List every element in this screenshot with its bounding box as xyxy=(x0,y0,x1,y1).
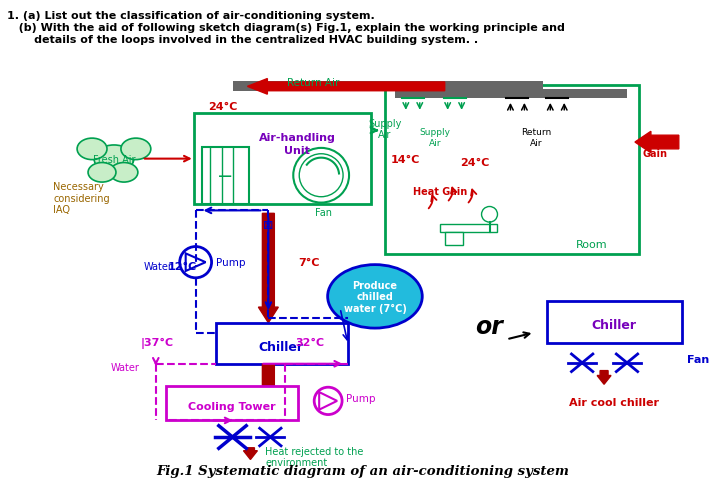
Text: Fig.1 Systematic diagram of an air-conditioning system: Fig.1 Systematic diagram of an air-condi… xyxy=(156,465,569,478)
Text: Chiller: Chiller xyxy=(259,340,304,353)
Text: 24°C: 24°C xyxy=(460,157,489,168)
Text: −: − xyxy=(217,167,233,185)
Polygon shape xyxy=(319,392,337,410)
Text: ⊠: ⊠ xyxy=(263,219,273,232)
Bar xyxy=(395,90,627,99)
Text: (b) With the aid of following sketch diagram(s) Fig.1, explain the working princ: (b) With the aid of following sketch dia… xyxy=(7,23,565,33)
Text: Pump: Pump xyxy=(346,393,376,403)
Text: Fresh Air: Fresh Air xyxy=(93,154,135,164)
Text: Fan: Fan xyxy=(687,354,709,364)
Text: 32°C: 32°C xyxy=(295,338,324,348)
Text: 7°C: 7°C xyxy=(298,258,320,268)
Text: Water: Water xyxy=(144,262,173,272)
FancyArrow shape xyxy=(597,371,611,384)
Circle shape xyxy=(300,155,343,197)
Bar xyxy=(440,225,497,232)
Text: Necessary
considering
IAQ: Necessary considering IAQ xyxy=(53,182,110,215)
Ellipse shape xyxy=(328,265,422,328)
Text: Cooling Tower: Cooling Tower xyxy=(188,401,276,411)
FancyArrow shape xyxy=(258,364,278,420)
FancyArrow shape xyxy=(244,448,257,459)
Ellipse shape xyxy=(77,139,107,160)
FancyArrow shape xyxy=(258,214,278,323)
Bar xyxy=(216,323,348,364)
Text: 12°C: 12°C xyxy=(168,262,197,272)
Circle shape xyxy=(180,247,212,278)
Text: Water: Water xyxy=(111,362,140,372)
Bar xyxy=(193,113,371,204)
Text: 14°C: 14°C xyxy=(391,155,420,165)
Circle shape xyxy=(314,387,342,415)
Bar xyxy=(166,386,298,420)
Circle shape xyxy=(481,207,497,223)
Ellipse shape xyxy=(88,163,116,183)
Bar xyxy=(385,86,639,255)
Text: details of the loops involved in the centralized HVAC building system. .: details of the loops involved in the cen… xyxy=(7,35,478,45)
Text: Unit: Unit xyxy=(284,145,310,156)
Bar xyxy=(547,301,682,344)
Bar xyxy=(445,232,462,245)
Text: Supply
Air: Supply Air xyxy=(369,119,401,140)
Text: Room: Room xyxy=(577,239,608,249)
Text: Chiller: Chiller xyxy=(592,319,637,332)
Text: Heat rejected to the
environment: Heat rejected to the environment xyxy=(265,446,364,468)
Polygon shape xyxy=(185,254,206,271)
FancyArrow shape xyxy=(247,79,445,95)
Text: 24°C: 24°C xyxy=(209,102,238,112)
Ellipse shape xyxy=(94,145,134,173)
Bar xyxy=(233,82,543,92)
Text: Heat
Gain: Heat Gain xyxy=(643,137,669,158)
Text: Supply
Air: Supply Air xyxy=(419,128,450,147)
Text: Fan: Fan xyxy=(315,208,332,218)
FancyArrow shape xyxy=(635,132,679,154)
Bar xyxy=(201,148,249,204)
Text: Pump: Pump xyxy=(216,258,245,268)
Text: |37°C: |37°C xyxy=(141,338,174,349)
Text: 1. (a) List out the classification of air-conditioning system.: 1. (a) List out the classification of ai… xyxy=(7,11,375,21)
Text: Produce
chilled
water (7°C): Produce chilled water (7°C) xyxy=(344,280,406,313)
Text: or: or xyxy=(475,314,504,338)
Text: Heat Gain: Heat Gain xyxy=(413,187,467,197)
Text: Return
Air: Return Air xyxy=(521,128,552,147)
Text: Air-handling: Air-handling xyxy=(259,133,336,143)
Ellipse shape xyxy=(110,163,138,183)
Text: Return Air: Return Air xyxy=(287,77,340,87)
Text: Air cool chiller: Air cool chiller xyxy=(569,397,659,407)
Ellipse shape xyxy=(121,139,150,160)
Circle shape xyxy=(293,149,349,203)
